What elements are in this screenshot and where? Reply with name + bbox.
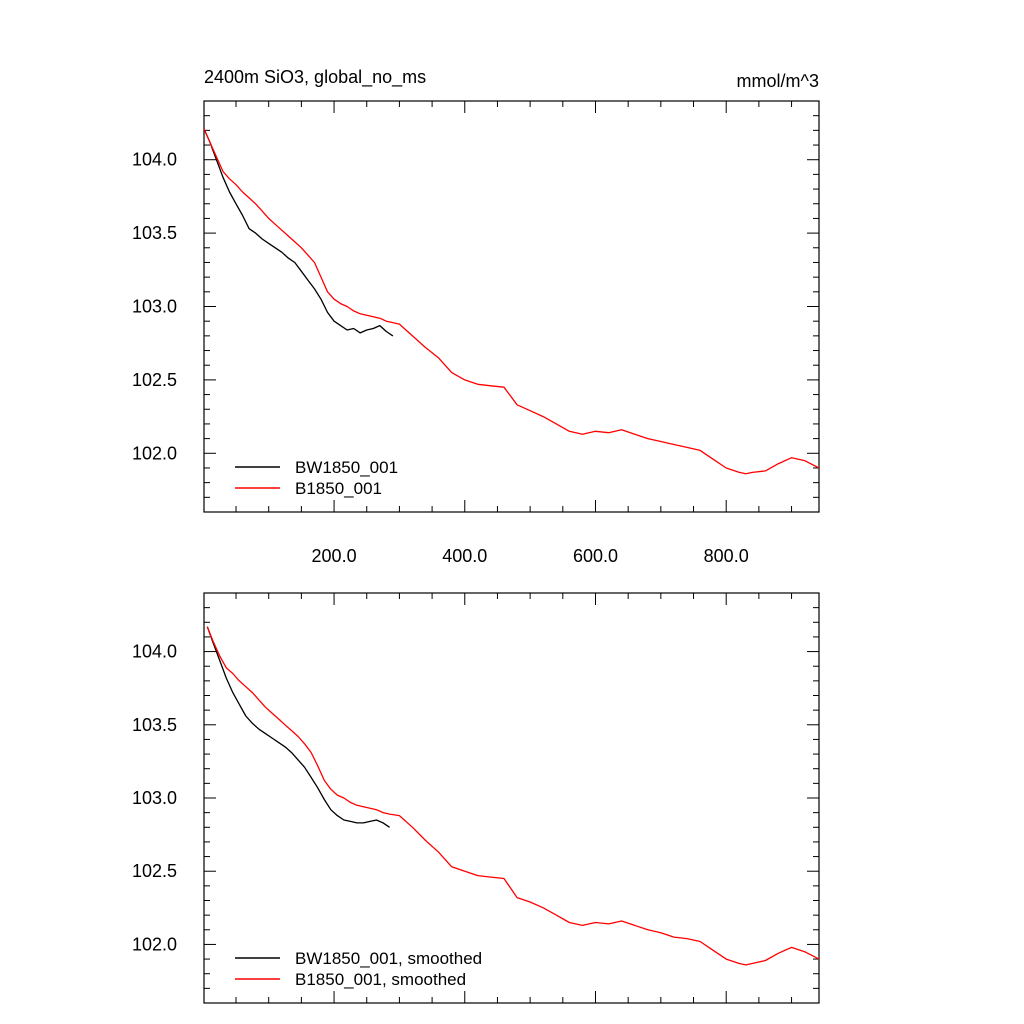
top-series-line-bw1850 xyxy=(203,128,394,337)
top-x-tick-label: 200.0 xyxy=(312,546,357,566)
top-panel: 2400m SiO3, global_no_ms mmol/m^3 102.0 1… xyxy=(132,67,820,566)
top-x-tick-label: 800.0 xyxy=(704,546,749,566)
top-legend-label-1: B1850_001 xyxy=(295,479,382,498)
bottom-y-tick-label: 102.5 xyxy=(132,861,177,881)
bottom-series-line-b1850 xyxy=(206,626,820,966)
top-y-tick-label: 103.0 xyxy=(132,297,177,317)
bottom-y-tick-label: 102.0 xyxy=(132,934,177,954)
top-x-tick-label: 400.0 xyxy=(442,546,487,566)
top-x-tick-label: 600.0 xyxy=(573,546,618,566)
bottom-plot-frame xyxy=(203,592,820,1004)
bottom-panel: 102.0 102.5 103.0 103.5 104.0 BW1850_001, smo… xyxy=(132,592,820,1004)
bottom-y-tick-label: 103.0 xyxy=(132,788,177,808)
top-y-tick-label: 102.0 xyxy=(132,443,177,463)
chart-title: 2400m SiO3, global_no_ms xyxy=(204,67,426,88)
bottom-y-tick-label: 104.0 xyxy=(132,642,177,662)
bottom-legend-label-0: BW1850_001, smoothed xyxy=(295,949,482,968)
top-y-tick-label: 103.5 xyxy=(132,223,177,243)
top-y-tick-label: 104.0 xyxy=(132,150,177,170)
units-label: mmol/m^3 xyxy=(737,71,819,91)
top-legend-label-0: BW1850_001 xyxy=(295,458,398,477)
top-y-tick-label: 102.5 xyxy=(132,370,177,390)
bottom-legend-label-1: B1850_001, smoothed xyxy=(295,970,466,989)
top-series-line-b1850 xyxy=(203,128,820,475)
bottom-series-line-bw1850 xyxy=(206,626,390,828)
top-plot-frame xyxy=(203,100,820,513)
bottom-y-tick-label: 103.5 xyxy=(132,715,177,735)
